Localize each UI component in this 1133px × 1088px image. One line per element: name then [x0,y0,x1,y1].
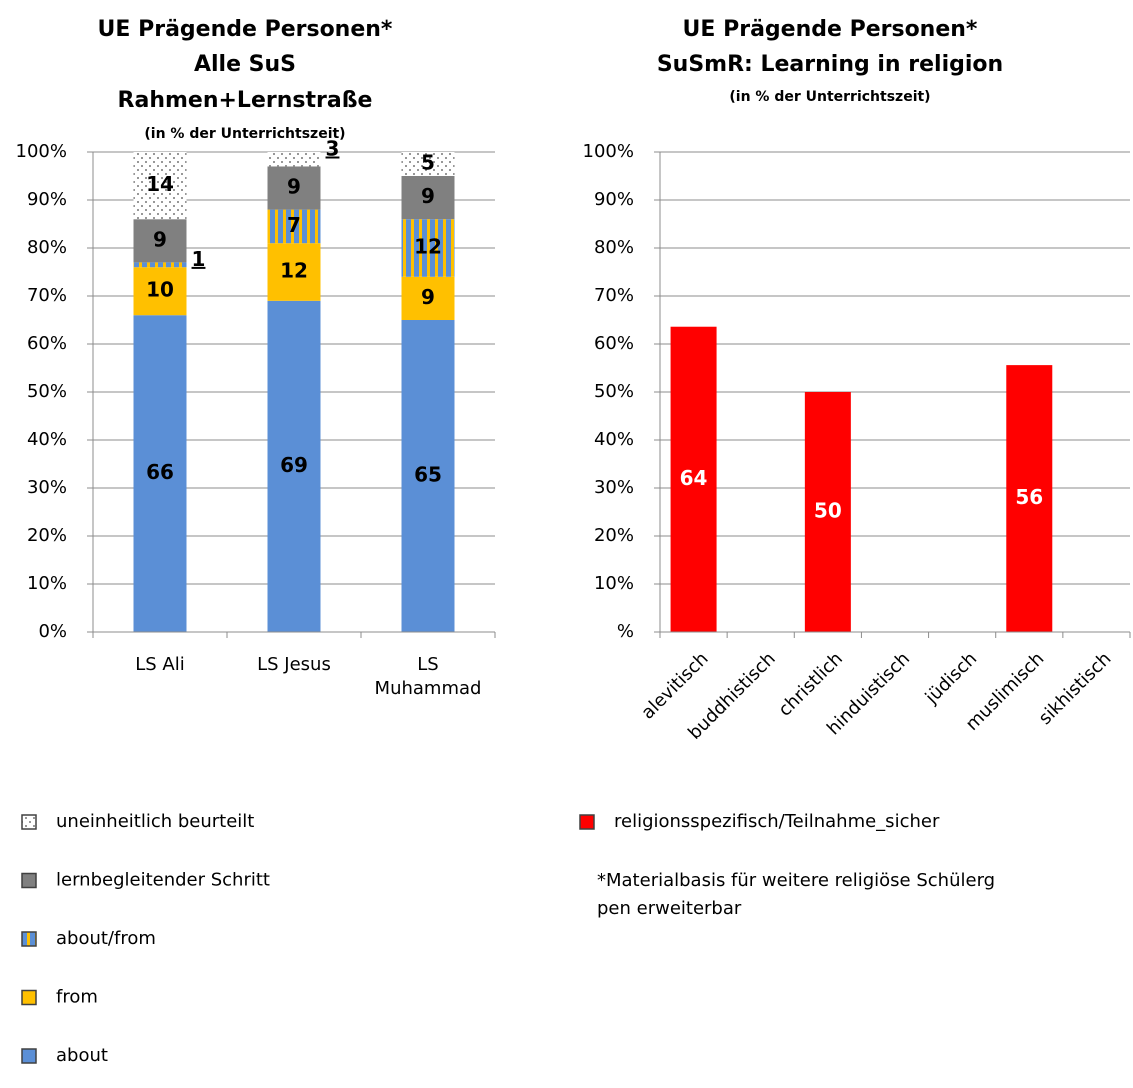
data-label: 66 [146,460,174,484]
x-tick-label: LS Ali [135,654,185,675]
x-tick-label: LS Jesus [257,654,331,675]
y-tick-label: 100% [16,141,67,162]
data-label: 12 [280,259,308,283]
data-label: 56 [1015,485,1043,509]
bar [804,392,851,632]
chart-title: Alle SuS [194,52,296,77]
bar-segment [401,176,455,220]
y-tick-label: 0% [38,621,67,642]
legend-swatch [21,814,37,830]
legend-swatch [579,814,595,830]
bar [1006,365,1053,632]
y-tick-label: 80% [27,237,67,258]
x-tick-label: LS Muhammad [374,654,482,699]
y-tick-label: 30% [27,477,67,498]
data-label: 9 [421,184,435,208]
y-tick-label: 70% [594,285,634,306]
data-label: 69 [280,453,308,477]
legend-label: about/from [56,928,156,949]
chart-title: SuSmR: Learning in religion [657,52,1003,77]
chart-title: UE Prägende Personen* [683,17,978,42]
footnote: pen erweiterbar [597,898,742,919]
bar-segment [133,262,187,268]
chart-subtitle: (in % der Unterrichtszeit) [144,126,345,142]
data-label: 14 [146,172,174,196]
data-label: 12 [414,235,442,259]
y-tick-label: 90% [27,189,67,210]
legend-swatch [21,1048,37,1064]
data-label: 64 [680,466,708,490]
y-tick-label: 40% [594,429,634,450]
bar-segment [401,152,455,176]
y-tick-label: 30% [594,477,634,498]
x-tick-label: christlich [774,648,846,720]
bar-segment [267,209,321,244]
bar-segment [133,152,187,220]
bar-segment [267,300,321,632]
y-tick-label: % [617,621,634,642]
y-tick-label: 20% [27,525,67,546]
data-label: 1 [192,247,206,271]
chart-subtitle: (in % der Unterrichtszeit) [729,89,930,105]
bar-segment [133,219,187,263]
y-tick-label: 60% [594,333,634,354]
legend-swatch [21,872,37,889]
legend-label: lernbegleitender Schritt [56,870,270,891]
bar-segment [133,315,187,632]
y-tick-label: 20% [594,525,634,546]
legend-label: from [56,987,98,1008]
y-tick-label: 10% [594,573,634,594]
bar-segment [267,166,321,210]
data-label: 7 [287,213,301,237]
data-label: 9 [421,285,435,309]
legend-label: uneinheitlich beurteilt [56,811,254,832]
legend-swatch [21,931,37,947]
x-tick-label: jüdisch [921,648,981,708]
chart-title: Rahmen+Lernstraße [118,88,373,113]
bar-segment [401,276,455,320]
data-label: 10 [146,278,174,302]
bar [670,326,717,632]
y-tick-label: 40% [27,429,67,450]
y-tick-label: 100% [583,141,634,162]
bar-segment [401,320,455,632]
x-tick-label: sikhistisch [1035,648,1116,729]
data-label: 50 [814,499,842,523]
bar-segment [267,152,321,167]
data-label: 3 [326,137,340,161]
y-tick-label: 80% [594,237,634,258]
legend-label: religionsspezifisch/Teilnahme_sicher [614,811,940,832]
data-label: 5 [421,151,435,175]
footnote: *Materialbasis für weitere religiöse Sch… [597,870,995,891]
legend-label: about [56,1045,108,1066]
bar-segment [133,267,187,316]
data-label: 65 [414,463,442,487]
y-tick-label: 50% [594,381,634,402]
y-tick-label: 50% [27,381,67,402]
bar-segment [267,243,321,301]
y-tick-label: 60% [27,333,67,354]
data-label: 9 [153,227,167,251]
bar-segment [401,219,455,277]
y-tick-label: 70% [27,285,67,306]
legend-swatch [21,989,37,1006]
data-label: 9 [287,175,301,199]
y-tick-label: 10% [27,573,67,594]
y-tick-label: 90% [594,189,634,210]
chart-title: UE Prägende Personen* [98,17,393,42]
